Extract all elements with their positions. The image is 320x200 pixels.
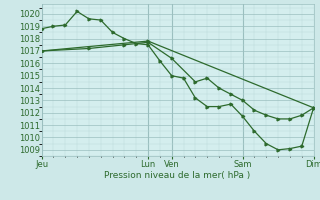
X-axis label: Pression niveau de la mer( hPa ): Pression niveau de la mer( hPa ): [104, 171, 251, 180]
